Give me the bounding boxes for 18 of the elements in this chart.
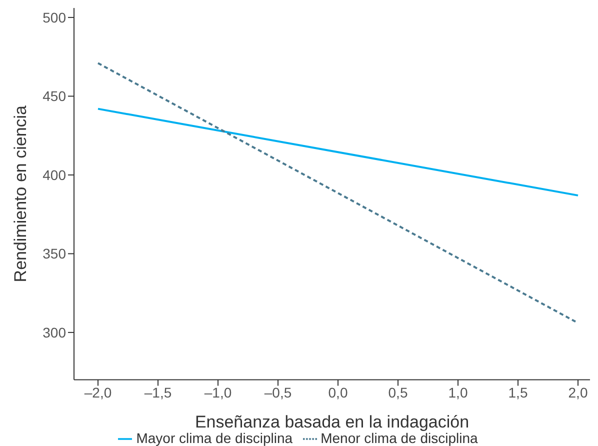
y-tick-label: 450	[42, 88, 66, 104]
x-axis-title: Enseñanza basada en la indagación	[194, 412, 470, 432]
x-tick-label: –2,0	[84, 384, 112, 401]
legend-label: Menor clima de disciplina	[320, 430, 478, 446]
x-tick-label: 0,5	[388, 384, 408, 401]
x-tick-label: 1,0	[448, 384, 468, 401]
legend-label: Mayor clima de disciplina	[136, 430, 293, 446]
x-tick-label: –1,0	[204, 384, 232, 401]
y-tick-label: 300	[42, 324, 66, 340]
y-axis-title: Rendimiento en ciencia	[11, 104, 30, 282]
x-tick-label: 0,0	[328, 384, 348, 401]
x-tick-label: 1,5	[508, 384, 528, 401]
x-tick-label: –1,5	[144, 384, 172, 401]
x-tick-label: 2,0	[568, 384, 588, 401]
y-tick-label: 350	[42, 246, 66, 262]
x-tick-label: –0,5	[264, 384, 292, 401]
y-tick-label: 500	[42, 9, 66, 26]
y-tick-label: 400	[42, 166, 66, 183]
